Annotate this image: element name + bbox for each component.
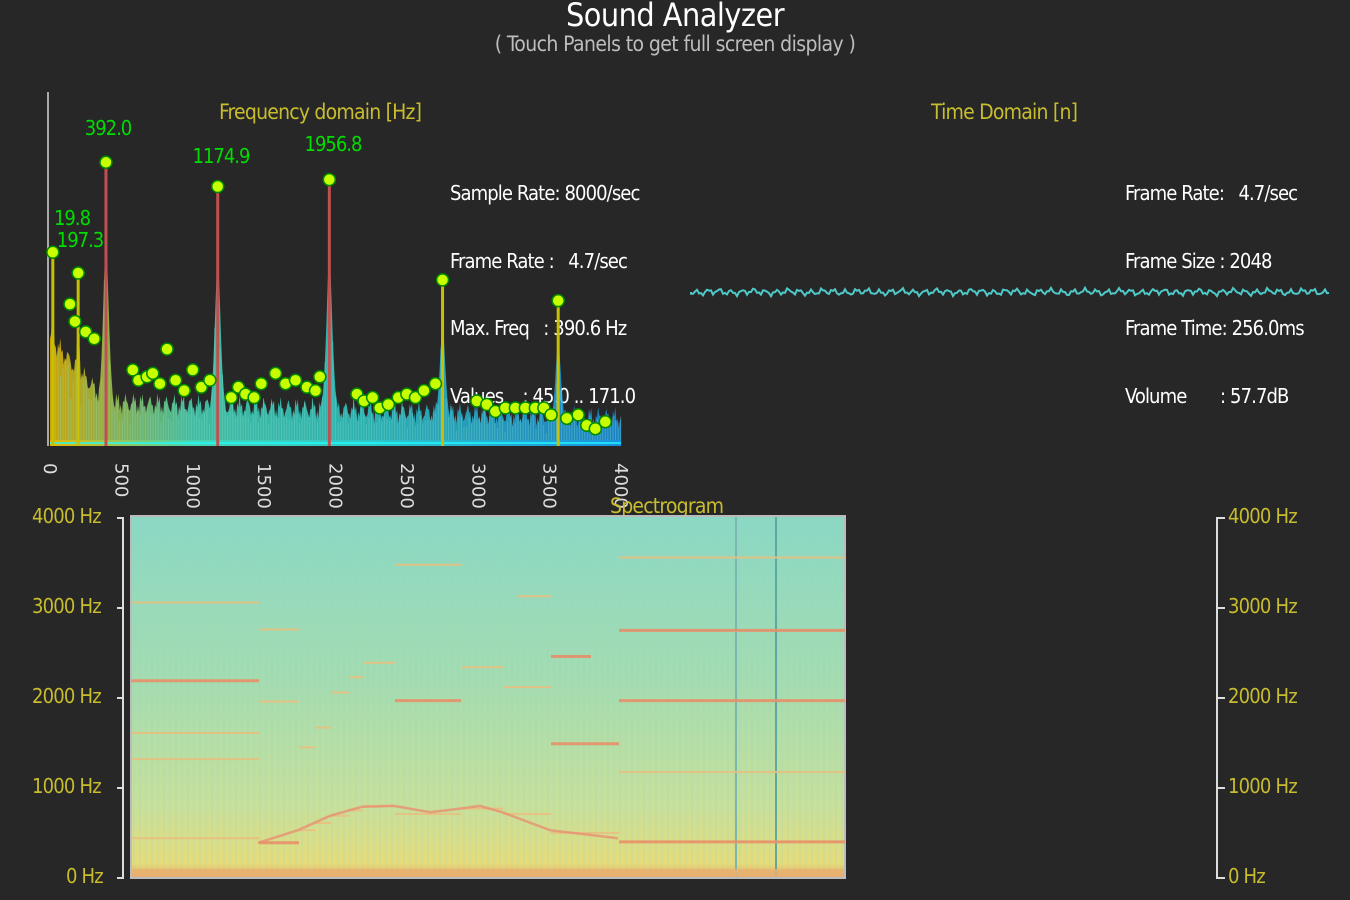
left-tick-label: 0 Hz <box>66 864 104 888</box>
time-info: Frame Rate: 4.7/sec Frame Size : 2048 Fr… <box>1125 137 1305 430</box>
spectrum-baseline-highlight <box>50 442 621 444</box>
frequency-x-tick: 4000 <box>610 463 631 509</box>
peak-marker <box>254 376 269 391</box>
right-tick-mark <box>1218 877 1225 879</box>
peak-marker <box>381 397 396 412</box>
right-tick-mark <box>1218 787 1225 789</box>
peak-marker <box>571 408 585 422</box>
peak-marker <box>322 172 337 187</box>
peak-marker <box>146 366 160 381</box>
peak-marker <box>417 383 431 398</box>
left-tick-mark <box>117 517 124 519</box>
peak-marker <box>247 390 261 405</box>
time-waveform <box>690 285 1330 299</box>
max-freq-text: Max. Freq : 390.6 Hz <box>450 316 627 340</box>
peak-marker <box>87 331 102 346</box>
peak-marker <box>210 179 225 194</box>
peak-marker <box>435 273 450 287</box>
right-tick-label: 3000 Hz <box>1228 594 1298 618</box>
peak-marker <box>126 363 140 377</box>
peak-label: 19.8 <box>54 206 91 230</box>
frequency-info: Sample Rate: 8000/sec Frame Rate : 4.7/s… <box>450 137 640 430</box>
left-tick-mark <box>117 787 124 789</box>
frame-rate-text: Frame Rate : 4.7/sec <box>450 248 628 273</box>
frequency-x-tick: 500 <box>110 463 131 497</box>
peak-marker <box>551 293 565 308</box>
peak-label: 1174.9 <box>193 144 250 168</box>
frequency-x-tick: 3000 <box>467 463 488 509</box>
peak-marker <box>68 314 82 329</box>
spectrogram-background <box>130 515 846 879</box>
frame-time-text: Frame Time: 256.0ms <box>1125 316 1305 340</box>
frequency-x-tick: 2000 <box>325 463 346 509</box>
spectrogram-low-band <box>132 869 844 877</box>
peak-label: 1956.8 <box>305 132 362 156</box>
peak-marker <box>428 376 443 391</box>
spectrogram-glide <box>257 804 619 844</box>
right-tick-label: 2000 Hz <box>1228 684 1298 708</box>
app-subtitle: ( Touch Panels to get full screen displa… <box>494 32 856 56</box>
peak-marker <box>99 155 113 170</box>
frequency-x-tick: 0 <box>39 463 60 474</box>
peak-marker <box>168 373 183 388</box>
app-title: Sound Analyzer <box>565 0 785 34</box>
peak-marker <box>186 363 200 377</box>
peak-marker <box>560 411 574 426</box>
right-tick-mark <box>1218 697 1225 699</box>
frame-size-text: Frame Size : 2048 <box>1125 248 1272 273</box>
peak-marker <box>160 342 174 356</box>
right-tick-mark <box>1218 517 1225 519</box>
peak-marker <box>365 390 380 405</box>
left-tick-label: 3000 Hz <box>32 594 102 618</box>
time-frame-rate-text: Frame Rate: 4.7/sec <box>1125 181 1298 205</box>
peak-marker <box>46 245 60 259</box>
peak-marker <box>224 390 239 405</box>
peak-marker <box>588 421 603 436</box>
peak-marker <box>408 390 423 405</box>
peak-marker <box>78 325 93 339</box>
peak-marker <box>63 297 77 311</box>
peak-marker <box>308 383 323 398</box>
volume-text: Volume : 57.7dB <box>1125 383 1289 408</box>
right-tick-mark <box>1218 607 1225 609</box>
spectrogram-image <box>130 515 846 879</box>
peak-marker <box>288 373 303 388</box>
peak-label: 197.3 <box>57 228 104 252</box>
frequency-x-tick: 1000 <box>182 463 203 509</box>
frequency-x-tick: 3500 <box>539 463 560 509</box>
left-tick-mark <box>117 877 124 879</box>
frequency-panel-title: Frequency domain [Hz] <box>219 100 422 124</box>
right-tick-label: 0 Hz <box>1228 864 1266 888</box>
peak-label: 392.0 <box>85 116 132 140</box>
left-tick-mark <box>117 607 124 609</box>
peak-marker <box>177 383 191 398</box>
time-panel-title: Time Domain [n] <box>931 100 1078 124</box>
sample-rate-text: Sample Rate: 8000/sec <box>450 181 640 205</box>
frequency-x-tick: 2500 <box>396 463 417 509</box>
peak-marker <box>313 370 327 384</box>
left-tick-mark <box>117 697 124 699</box>
peak-marker <box>203 373 217 388</box>
peak-marker <box>480 397 494 412</box>
peak-marker <box>194 380 209 394</box>
left-tick-label: 1000 Hz <box>32 774 102 798</box>
right-tick-label: 1000 Hz <box>1228 774 1298 798</box>
frequency-x-tick: 1500 <box>253 463 274 509</box>
spectrogram-title: Spectrogram <box>610 494 724 518</box>
left-tick-label: 2000 Hz <box>32 684 102 708</box>
right-tick-label: 4000 Hz <box>1228 504 1298 528</box>
peak-marker <box>598 415 613 429</box>
peak-marker <box>153 376 167 391</box>
left-tick-label: 4000 Hz <box>32 504 102 528</box>
peak-marker <box>71 266 85 280</box>
peak-marker <box>268 366 283 381</box>
peak-marker <box>544 408 558 422</box>
waveform-line <box>690 285 1330 299</box>
spectrogram-right-axis <box>1216 517 1218 879</box>
